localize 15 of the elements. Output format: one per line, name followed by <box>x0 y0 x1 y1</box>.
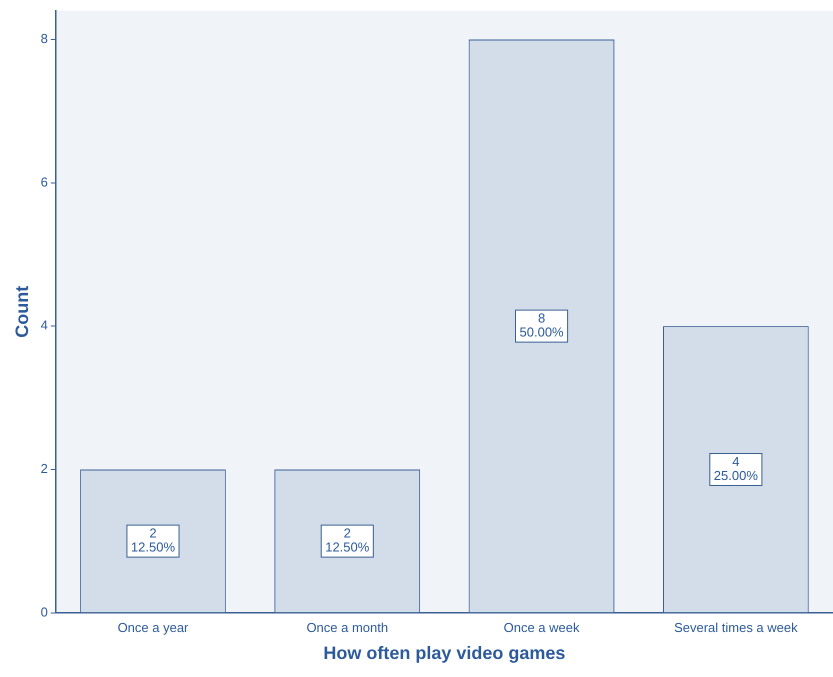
y-tick-label: 0 <box>40 604 48 620</box>
data-label: 2 12.50% <box>130 526 176 555</box>
y-tick-label: 8 <box>40 31 48 46</box>
y-tick-label: 4 <box>40 318 48 333</box>
x-tick-label: Several times a week <box>674 620 798 636</box>
data-label: 4 25.00% <box>714 454 758 484</box>
x-tick-label: Once a month <box>306 620 388 636</box>
x-axis-title: How often play video games <box>323 643 566 664</box>
data-label: 8 50.00% <box>520 310 564 340</box>
y-axis-title: Count <box>12 286 32 338</box>
x-tick-label: Once a year <box>118 620 190 636</box>
data-label: 2 12.50% <box>325 526 370 555</box>
y-tick-label: 6 <box>40 174 48 190</box>
y-tick-label: 2 <box>40 461 48 476</box>
x-tick-label: Once a week <box>504 620 580 636</box>
